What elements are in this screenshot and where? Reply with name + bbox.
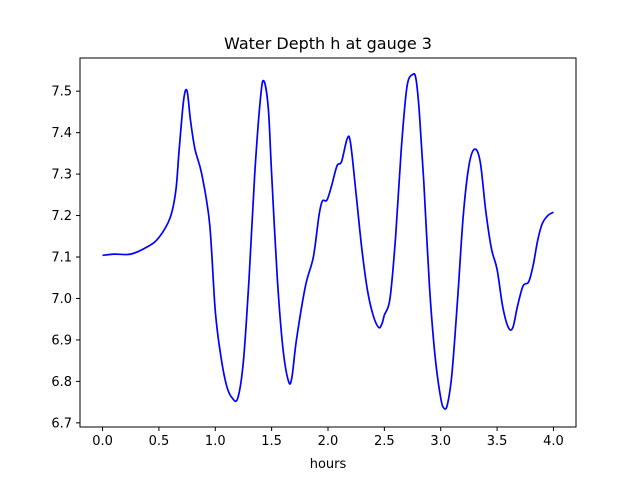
y-tick-label: 6.7	[51, 416, 72, 431]
x-axis-ticks: 0.0 0.5 1.0 1.5 2.0 2.5 3.0 3.5 4.0	[92, 427, 564, 449]
y-tick-label: 7.4	[51, 126, 72, 141]
y-tick-label: 6.8	[51, 375, 72, 390]
y-tick-label: 7.2	[51, 209, 72, 224]
x-tick-label: 1.0	[205, 434, 226, 449]
x-tick-label: 0.0	[92, 434, 113, 449]
x-tick-label: 2.0	[318, 434, 339, 449]
y-axis-ticks: 6.7 6.8 6.9 7.0 7.1 7.2 7.3 7.4 7.5	[51, 85, 80, 431]
x-axis-label: hours	[310, 457, 347, 472]
x-tick-label: 4.0	[543, 434, 564, 449]
y-tick-label: 7.3	[51, 168, 72, 183]
x-tick-label: 0.5	[149, 434, 170, 449]
series-line	[102, 72, 554, 410]
y-tick-label: 6.9	[51, 333, 72, 348]
chart-title: Water Depth h at gauge 3	[224, 34, 432, 53]
y-tick-label: 7.5	[51, 85, 72, 100]
y-tick-label: 7.1	[51, 251, 72, 266]
x-tick-label: 2.5	[374, 434, 395, 449]
x-tick-label: 3.0	[430, 434, 451, 449]
x-tick-label: 3.5	[487, 434, 508, 449]
x-tick-label: 1.5	[261, 434, 282, 449]
y-tick-label: 7.0	[51, 292, 72, 307]
plot-frame	[79, 57, 577, 428]
